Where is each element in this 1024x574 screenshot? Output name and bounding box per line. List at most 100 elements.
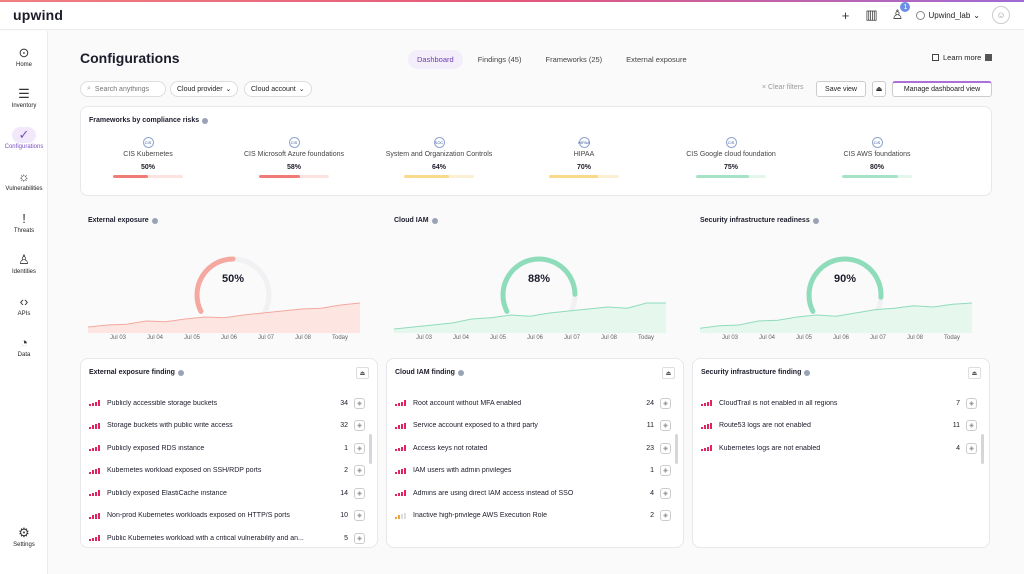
finding-row[interactable]: Service account exposed to a third party… [395, 415, 671, 438]
info-icon [202, 117, 209, 124]
tab-external-exposure[interactable]: External exposure [626, 55, 687, 64]
sidebar-item-threats[interactable]: ! Threats [0, 211, 48, 234]
finding-row[interactable]: Access keys not rotated 23 ◈ [395, 437, 671, 460]
x-axis-tick: Jul 08 [907, 335, 924, 341]
framework-item[interactable]: CIS CIS AWS foundations 80% [817, 135, 937, 178]
finding-row[interactable]: Storage buckets with public write access… [89, 415, 365, 438]
x-axis-tick: Jul 03 [722, 335, 739, 341]
layers-icon[interactable]: ◈ [660, 487, 671, 499]
sidebar-item-apis[interactable]: ‹› APIs [0, 294, 48, 317]
finding-name: Admins are using direct IAM access inste… [413, 489, 574, 497]
sidebar-item-home[interactable]: ⊙ Home [0, 45, 48, 68]
framework-item[interactable]: CIS CIS Microsoft Azure foundations 58% [234, 135, 354, 178]
account-name: Upwind_lab [928, 10, 971, 20]
user-avatar[interactable]: ☺ [992, 6, 1010, 24]
scrollbar[interactable] [369, 434, 372, 464]
cloud-account-dropdown[interactable]: Cloud account ⌄ [244, 81, 312, 97]
columns-icon[interactable]: ▥ [865, 7, 878, 22]
manage-dashboard-button[interactable]: Manage dashboard view [892, 81, 992, 97]
layers-icon[interactable]: ◈ [354, 465, 365, 477]
severity-icon [89, 490, 101, 497]
top-bar: upwind + ▥ ♙ 1 Upwind_lab ⌄ ☺ [0, 2, 1024, 30]
finding-card: External exposure finding ⏏ Publicly acc… [80, 358, 378, 548]
plus-icon[interactable]: + [841, 7, 850, 23]
finding-row[interactable]: Admins are using direct IAM access inste… [395, 482, 671, 505]
gauge-chart [394, 256, 666, 333]
finding-row[interactable]: Publicly accessible storage buckets 34 ◈ [89, 392, 365, 415]
layers-icon[interactable]: ◈ [660, 397, 671, 409]
finding-row[interactable]: Kubernetes logs are not enabled 4 ◈ [701, 437, 977, 460]
layers-icon[interactable]: ◈ [354, 487, 365, 499]
framework-item[interactable]: CIS CIS Kubernetes 50% [88, 135, 208, 178]
layers-icon[interactable]: ◈ [660, 420, 671, 432]
finding-row[interactable]: Kubernetes workload exposed on SSH/RDP p… [89, 460, 365, 483]
search-input[interactable] [94, 85, 157, 93]
layers-icon[interactable]: ◈ [354, 420, 365, 432]
sidebar-item-data[interactable]: ◔ Data [0, 335, 48, 358]
layers-icon[interactable]: ◈ [354, 510, 365, 522]
framework-item[interactable]: HIPAA HIPAA 70% [524, 135, 644, 178]
severity-icon [395, 490, 407, 497]
layers-icon[interactable]: ◈ [660, 510, 671, 522]
sidebar-item-identities[interactable]: ♙ Identities [0, 252, 48, 275]
scrollbar[interactable] [675, 434, 678, 464]
layers-icon[interactable]: ◈ [660, 465, 671, 477]
finding-name: Route53 logs are not enabled [719, 422, 811, 430]
framework-item[interactable]: SOC System and Organization Controls 64% [379, 135, 499, 178]
home-icon: ⊙ [18, 45, 30, 60]
bell-icon[interactable]: ♙ 1 [890, 2, 911, 22]
finding-name: Service account exposed to a third party [413, 422, 538, 430]
finding-row[interactable]: Publicly exposed RDS instance 1 ◈ [89, 437, 365, 460]
severity-icon [89, 467, 101, 474]
collapse-button[interactable]: ⏏ [662, 367, 675, 379]
finding-row[interactable]: Inactive high-privilege AWS Execution Ro… [395, 505, 671, 528]
finding-row[interactable]: Route53 logs are not enabled 11 ◈ [701, 415, 977, 438]
finding-row[interactable]: Non-prod Kubernetes workloads exposed on… [89, 505, 365, 528]
finding-card: Cloud IAM finding ⏏ Root account without… [386, 358, 684, 548]
layers-icon[interactable]: ◈ [660, 442, 671, 454]
scrollbar[interactable] [981, 434, 984, 464]
layers-icon[interactable]: ◈ [354, 397, 365, 409]
info-icon [457, 369, 464, 376]
finding-row[interactable]: IAM users with admin privileges 1 ◈ [395, 460, 671, 483]
gauge-title: Security infrastructure readiness [700, 217, 819, 224]
tab-bar: Dashboard Findings (45) Frameworks (25) … [408, 50, 696, 69]
layers-icon[interactable]: ◈ [966, 420, 977, 432]
clear-filters-button[interactable]: × Clear filters [762, 84, 804, 91]
finding-list: Publicly accessible storage buckets 34 ◈… [89, 392, 365, 550]
severity-icon [89, 400, 101, 407]
learn-more-link[interactable]: Learn more [932, 53, 993, 62]
exclamation-icon: ! [22, 211, 26, 226]
save-view-button[interactable]: Save view [816, 81, 866, 97]
sidebar-item-inventory[interactable]: ☰ Inventory [0, 86, 48, 109]
finding-row[interactable]: Public Kubernetes workload with a critic… [89, 527, 365, 550]
sidebar-item-settings[interactable]: ⚙ Settings [0, 525, 48, 548]
sidebar-item-configurations[interactable]: ✓ Configurations [4, 127, 44, 150]
tab-findings[interactable]: Findings (45) [477, 55, 522, 64]
layers-icon[interactable]: ◈ [354, 442, 365, 454]
finding-row[interactable]: CloudTrail is not enabled in all regions… [701, 392, 977, 415]
collapse-button[interactable]: ⏏ [968, 367, 981, 379]
finding-row[interactable]: Root account without MFA enabled 24 ◈ [395, 392, 671, 415]
account-selector[interactable]: Upwind_lab ⌄ [916, 10, 980, 20]
finding-row[interactable]: Publicly exposed ElastiCache instance 14… [89, 482, 365, 505]
cloud-provider-dropdown[interactable]: Cloud provider ⌄ [170, 81, 239, 97]
finding-count: 34 [340, 399, 348, 407]
download-button[interactable]: ⏏ [872, 81, 886, 97]
layers-icon[interactable]: ◈ [966, 442, 977, 454]
tab-frameworks[interactable]: Frameworks (25) [545, 55, 603, 64]
sidebar-item-vulnerabilities[interactable]: ☼ Vulnerabilities [0, 169, 48, 192]
top-accent-line [0, 0, 1024, 2]
notification-badge: 1 [900, 2, 911, 12]
collapse-button[interactable]: ⏏ [356, 367, 369, 379]
framework-item[interactable]: CIS CIS Google cloud foundation 75% [671, 135, 791, 178]
finding-count: 2 [650, 512, 654, 520]
layers-icon[interactable]: ◈ [966, 397, 977, 409]
tab-dashboard[interactable]: Dashboard [408, 50, 463, 69]
finding-list: CloudTrail is not enabled in all regions… [701, 392, 977, 460]
info-icon [151, 217, 158, 224]
globe-icon [916, 10, 926, 20]
framework-percent: 50% [140, 164, 155, 171]
upwind-logo[interactable]: upwind [13, 7, 64, 23]
layers-icon[interactable]: ◈ [354, 532, 365, 544]
